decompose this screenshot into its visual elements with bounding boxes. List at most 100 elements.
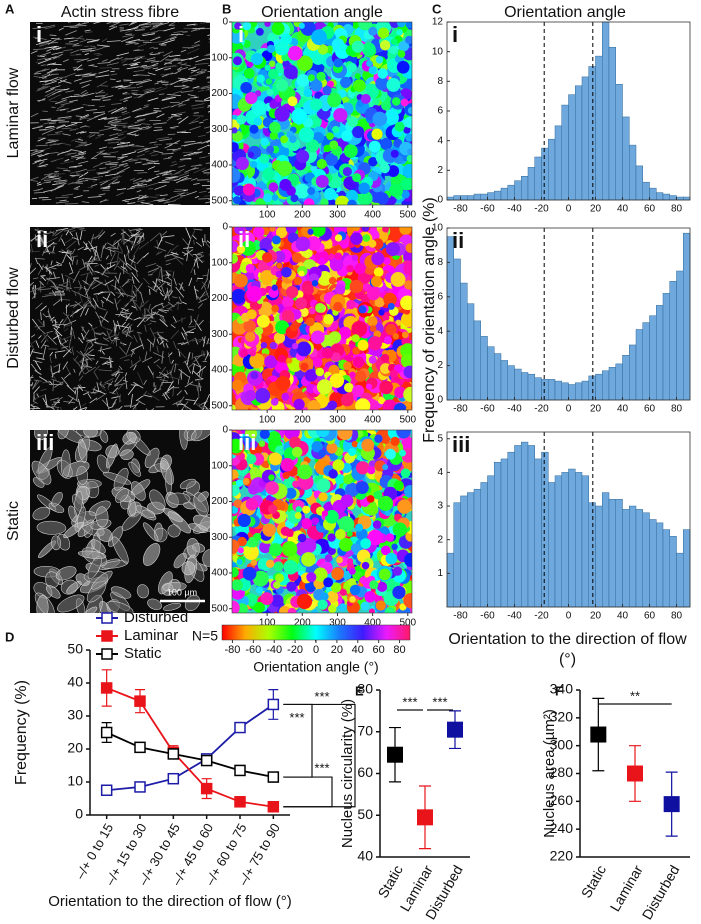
fibre [115,144,128,148]
fibre [50,365,54,378]
fibre [156,264,163,269]
fibre [186,23,196,26]
map-patch [329,140,339,150]
fibre [32,340,36,344]
fibre [113,327,116,336]
fibre [193,319,202,332]
fibre [75,156,83,159]
fibre [165,82,174,86]
fibre [38,39,52,44]
fibre [41,128,55,135]
fibre [205,201,210,204]
map-patch [354,263,366,275]
fibre [199,369,204,381]
map-patch [352,227,360,232]
map-patch [315,174,329,188]
map-patch [232,253,238,264]
map-patch [262,167,275,181]
fibre [193,182,200,185]
fibre [115,390,122,403]
fibre [207,280,210,289]
fibre [49,139,56,143]
fibre [56,105,65,110]
fibre [53,401,60,403]
map-patch [342,167,352,177]
fibre [78,141,87,146]
map-patch [232,240,239,253]
fibre [170,376,181,380]
fibre [71,348,75,356]
map-patch [352,356,365,369]
map-patch [266,88,274,96]
fibre [181,62,187,66]
map-patch [279,178,292,191]
fibre [64,236,76,244]
map-patch [271,304,279,313]
map-patch [275,79,289,92]
fibre [107,108,117,113]
fibre [91,281,103,290]
fibre [152,25,159,27]
fibre [32,126,43,129]
fibre [88,337,98,343]
map-patch [342,570,352,580]
fibre [49,355,52,364]
fibre [183,189,189,191]
fibre [153,384,157,390]
fibre [62,314,70,325]
fibre [111,102,122,105]
fibre [142,78,151,81]
fibre [118,289,124,297]
map-patch [301,518,313,530]
fibre [177,66,183,71]
fibre [56,124,66,129]
fibre [81,201,90,204]
cell [81,606,98,613]
fibre [167,93,181,97]
map-patch [293,398,305,410]
cell [142,522,159,542]
fibre [152,387,157,393]
fibre [69,304,77,307]
fibre [158,278,171,285]
map-patch [394,386,406,399]
fibre [171,244,179,252]
fibre [87,298,96,309]
fibre [90,340,94,346]
fibre [138,401,146,406]
fibre [102,199,109,202]
map-patch [371,252,385,266]
fibre [197,386,200,399]
fibre [51,267,57,270]
fibre [32,379,38,390]
fibre [173,255,184,265]
fibre [110,284,122,291]
map-patch [275,320,290,335]
map-patch [376,192,389,205]
fibre [79,384,83,389]
map-frame [231,21,413,206]
fibre [77,384,84,392]
fibre [105,255,109,260]
map-patch [285,227,298,234]
fibre [144,146,159,150]
fibre [193,269,196,276]
cell [99,430,109,443]
fibre [107,138,122,141]
fibre [112,166,120,170]
fibre [146,311,157,321]
fibre [65,117,72,119]
fibre [65,203,79,205]
fibre [34,379,42,382]
fibre [48,308,50,319]
map-patch [295,236,311,252]
fibre [84,366,96,375]
map-patch [246,286,263,302]
fibre [100,160,111,164]
fibre [41,275,47,282]
fibre [95,311,100,319]
fibre [44,45,57,49]
fibre [129,326,132,334]
fibre [134,115,143,119]
